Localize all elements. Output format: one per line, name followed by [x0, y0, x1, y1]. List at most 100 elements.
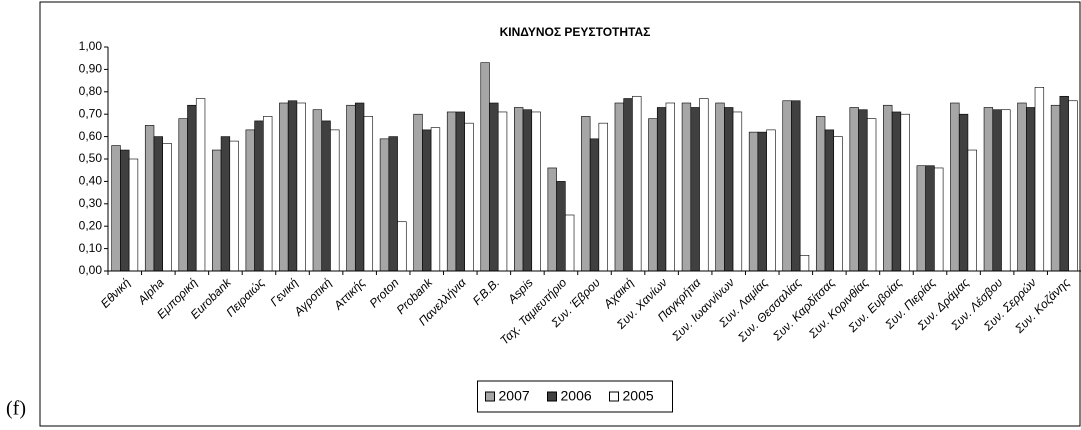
bar: [489, 102, 499, 272]
legend-box: [477, 380, 673, 413]
bar: [799, 255, 810, 272]
bar: [212, 149, 222, 272]
bar: [883, 104, 893, 272]
bar: [1034, 87, 1045, 272]
bar: [958, 113, 969, 272]
bar: [1068, 100, 1078, 272]
bar: [254, 120, 264, 272]
bar: [379, 138, 390, 272]
bar: [1050, 104, 1061, 272]
bar: [732, 111, 743, 272]
legend-swatch: [485, 391, 495, 402]
bar: [858, 109, 868, 272]
bar: [824, 129, 835, 272]
bar: [815, 116, 826, 272]
bar: [1026, 107, 1036, 272]
bar: [766, 129, 776, 272]
bar: [263, 116, 273, 272]
bar: [934, 167, 944, 272]
bar: [748, 131, 759, 272]
y-tick-label: 0,40: [79, 174, 103, 188]
bar: [514, 107, 524, 272]
bar: [413, 113, 423, 272]
y-tick-label: 0,70: [79, 106, 103, 120]
bar: [950, 102, 960, 272]
bar: [547, 167, 557, 272]
bar: [531, 111, 541, 272]
bar: [195, 98, 206, 272]
y-tick-label: 0,60: [79, 129, 103, 143]
bar: [967, 149, 977, 272]
bar: [430, 127, 441, 272]
bar: [833, 136, 843, 272]
y-tick-label: 0,90: [79, 62, 103, 76]
bar: [916, 165, 926, 272]
bar: [791, 100, 801, 272]
bar: [724, 107, 734, 272]
y-tick-label: 0,00: [79, 263, 103, 277]
y-tick-label: 0,30: [79, 196, 103, 210]
panel-label: (f): [6, 398, 26, 420]
bar: [220, 136, 231, 272]
bar: [556, 181, 566, 272]
bar: [229, 140, 239, 272]
bar: [925, 165, 935, 272]
legend-label: 2005: [623, 388, 654, 404]
legend-label: 2007: [499, 388, 530, 404]
bar: [849, 107, 859, 272]
y-tick-label: 0,10: [79, 241, 103, 255]
bar: [128, 158, 139, 272]
bar: [1017, 102, 1027, 272]
bar: [162, 143, 172, 272]
legend-swatch: [609, 391, 619, 402]
bar: [648, 118, 658, 272]
bar: [279, 102, 289, 272]
bar: [866, 118, 877, 272]
chart-title: ΚΙΝΔΥΝΟΣ ΡΕΥΣΤΟΤΗΤΑΣ: [500, 25, 651, 39]
bar: [321, 120, 331, 272]
bar: [120, 149, 130, 272]
bar: [665, 102, 675, 272]
bar: [900, 113, 910, 272]
legend-label: 2006: [561, 388, 592, 404]
bar: [589, 138, 600, 272]
bar: [1001, 109, 1011, 272]
bar: [715, 102, 725, 272]
bar: [992, 109, 1002, 272]
bar: [757, 131, 767, 272]
bar: [287, 100, 298, 272]
bar: [497, 111, 508, 272]
bar: [983, 107, 994, 272]
bar: [245, 129, 255, 272]
bar: [623, 98, 633, 272]
bar: [614, 102, 624, 272]
y-tick-label: 0,20: [79, 218, 103, 232]
bar: [153, 136, 163, 272]
bar: [782, 100, 792, 272]
bar: [464, 122, 474, 272]
bar: [422, 129, 432, 272]
bar: [346, 104, 356, 272]
bar: [354, 102, 365, 272]
legend-swatch: [547, 391, 557, 402]
bar: [632, 95, 642, 272]
bar: [581, 116, 591, 272]
y-tick-label: 0,50: [79, 151, 103, 165]
bar: [397, 221, 407, 272]
bar: [178, 118, 188, 272]
bar: [296, 102, 306, 272]
bar: [699, 98, 709, 272]
bar: [187, 104, 197, 272]
bar: [388, 136, 398, 272]
bar: [455, 111, 465, 272]
bar: [330, 129, 340, 272]
y-tick-label: 0,80: [79, 84, 103, 98]
y-tick-label: 1,00: [79, 39, 103, 53]
bar: [363, 116, 374, 272]
bar: [681, 102, 692, 272]
bar: [144, 125, 155, 272]
bar: [891, 111, 902, 272]
bar: [690, 107, 700, 272]
bar: [598, 122, 608, 272]
